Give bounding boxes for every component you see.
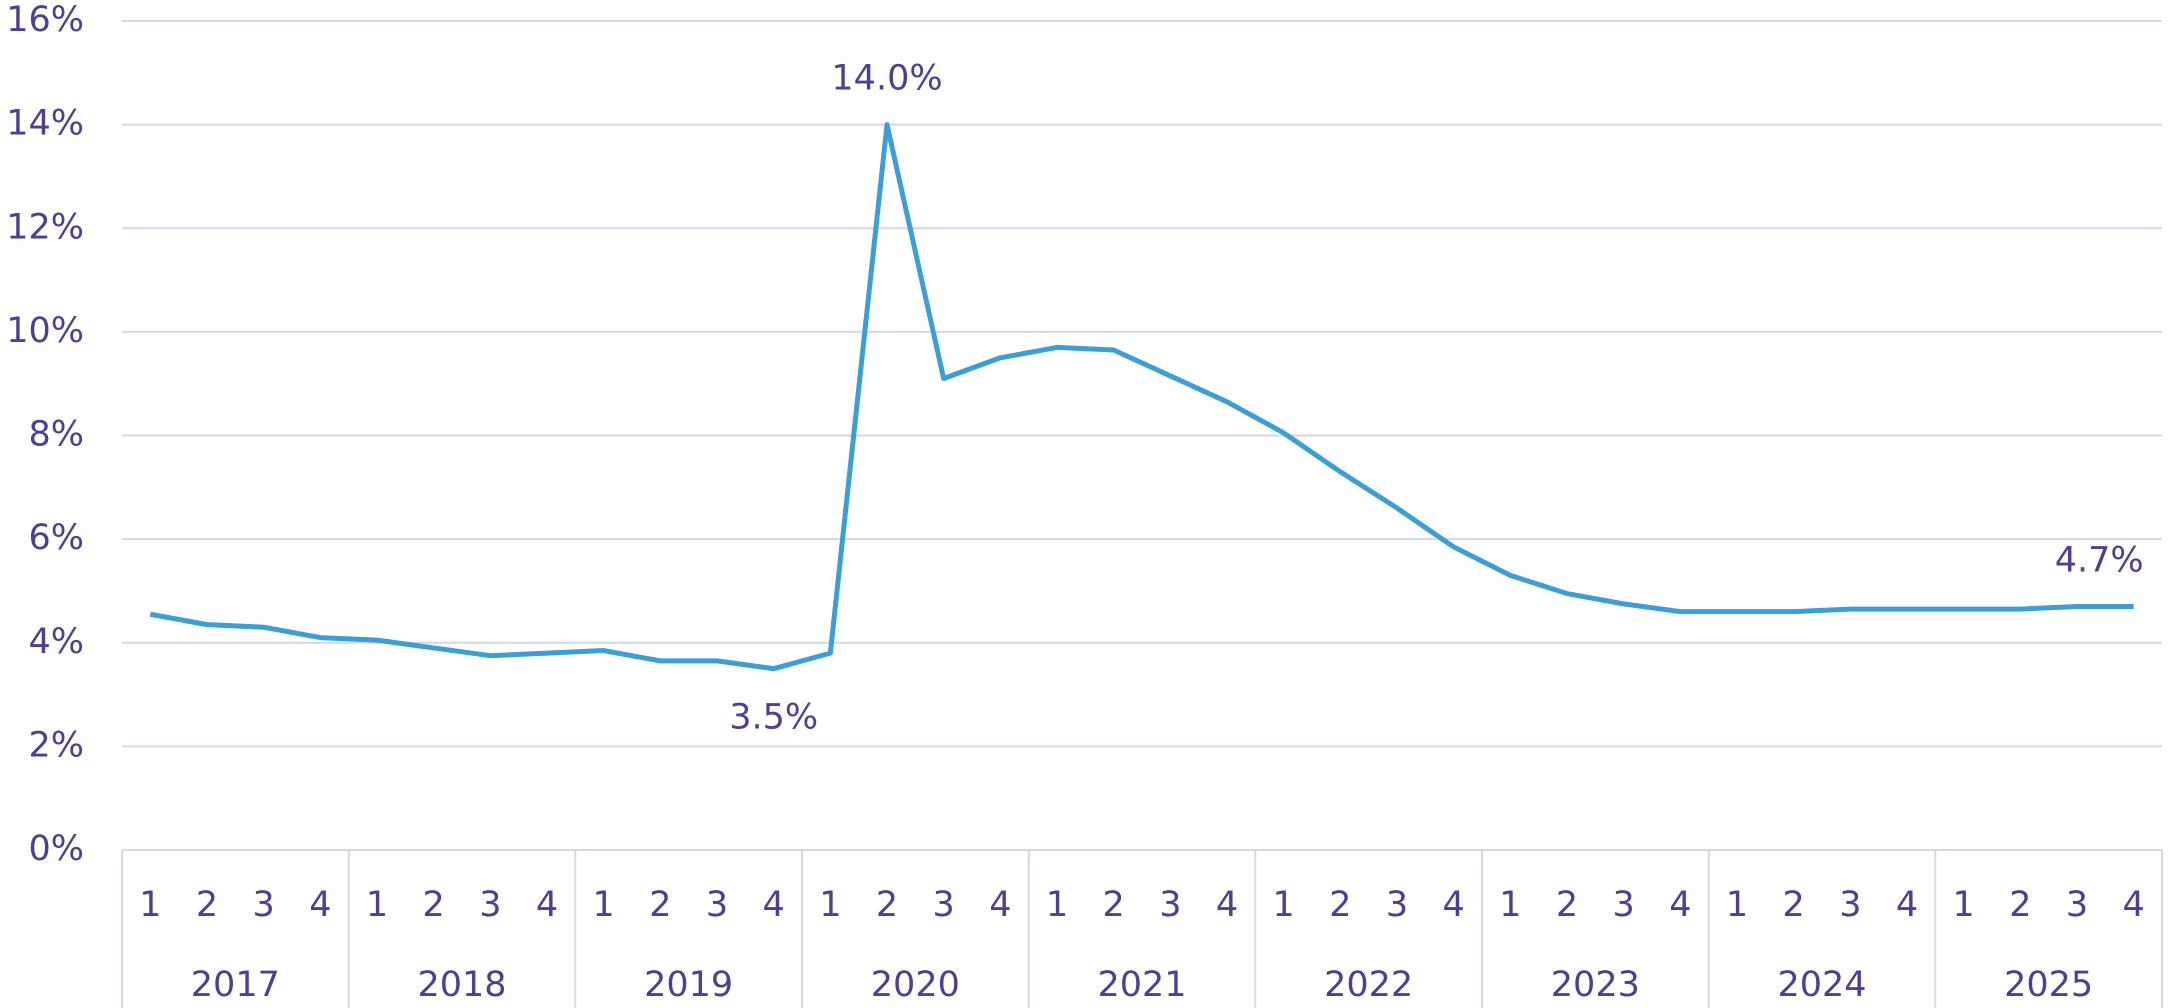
x-tick-label: 4 bbox=[2123, 885, 2145, 925]
x-tick-label: 2 bbox=[1329, 885, 1351, 925]
x-tick-label: 3 bbox=[2066, 885, 2088, 925]
x-tick-label: 1 bbox=[1499, 885, 1521, 925]
x-tick-label: 1 bbox=[1046, 885, 1068, 925]
x-tick-label: 2 bbox=[1556, 885, 1578, 925]
x-tick-label: 3 bbox=[1159, 885, 1181, 925]
x-group-label: 2018 bbox=[417, 965, 506, 1005]
x-tick-label: 4 bbox=[536, 885, 558, 925]
x-tick-label: 2 bbox=[1103, 885, 1125, 925]
x-tick-label: 3 bbox=[1839, 885, 1861, 925]
x-tick-label: 2 bbox=[649, 885, 671, 925]
y-tick-label: 2% bbox=[28, 725, 84, 765]
x-tick-label: 2 bbox=[1783, 885, 1805, 925]
x-tick-label: 1 bbox=[1726, 885, 1748, 925]
x-group-label: 2017 bbox=[191, 965, 280, 1005]
x-tick-label: 3 bbox=[479, 885, 501, 925]
x-tick-label: 3 bbox=[706, 885, 728, 925]
x-group-label: 2020 bbox=[871, 965, 960, 1005]
y-tick-label: 10% bbox=[6, 311, 84, 351]
x-tick-label: 4 bbox=[1443, 885, 1465, 925]
x-tick-label: 1 bbox=[1273, 885, 1295, 925]
data-label: 3.5% bbox=[729, 698, 818, 738]
x-tick-label: 4 bbox=[309, 885, 331, 925]
x-tick-label: 3 bbox=[253, 885, 275, 925]
x-tick-label: 2 bbox=[423, 885, 445, 925]
x-group-label: 2022 bbox=[1324, 965, 1413, 1005]
y-tick-label: 4% bbox=[28, 622, 84, 662]
x-tick-label: 1 bbox=[593, 885, 615, 925]
x-tick-label: 3 bbox=[1386, 885, 1408, 925]
x-group-label: 2021 bbox=[1097, 965, 1186, 1005]
x-group-label: 2019 bbox=[644, 965, 733, 1005]
y-tick-label: 8% bbox=[28, 415, 84, 455]
x-tick-label: 4 bbox=[1669, 885, 1691, 925]
x-tick-label: 4 bbox=[1216, 885, 1238, 925]
x-tick-label: 4 bbox=[1896, 885, 1918, 925]
data-line bbox=[149, 122, 2134, 672]
x-tick-label: 1 bbox=[1953, 885, 1975, 925]
x-group-label: 2024 bbox=[1777, 965, 1866, 1005]
y-tick-label: 6% bbox=[28, 518, 84, 558]
x-tick-label: 4 bbox=[763, 885, 785, 925]
x-tick-label: 3 bbox=[1613, 885, 1635, 925]
y-tick-label: 12% bbox=[6, 207, 84, 247]
y-tick-label: 14% bbox=[6, 104, 84, 144]
x-tick-label: 1 bbox=[819, 885, 841, 925]
x-group-label: 2025 bbox=[2004, 965, 2093, 1005]
x-tick-label: 1 bbox=[366, 885, 388, 925]
y-tick-label: 16% bbox=[6, 0, 84, 40]
x-tick-label: 1 bbox=[139, 885, 161, 925]
x-tick-label: 2 bbox=[876, 885, 898, 925]
x-tick-label: 3 bbox=[933, 885, 955, 925]
y-tick-label: 0% bbox=[28, 829, 84, 869]
data-label: 14.0% bbox=[831, 59, 942, 99]
x-group-label: 2023 bbox=[1551, 965, 1640, 1005]
data-label: 4.7% bbox=[2055, 540, 2144, 580]
x-tick-label: 2 bbox=[196, 885, 218, 925]
x-tick-label: 4 bbox=[989, 885, 1011, 925]
x-tick-label: 2 bbox=[2009, 885, 2031, 925]
